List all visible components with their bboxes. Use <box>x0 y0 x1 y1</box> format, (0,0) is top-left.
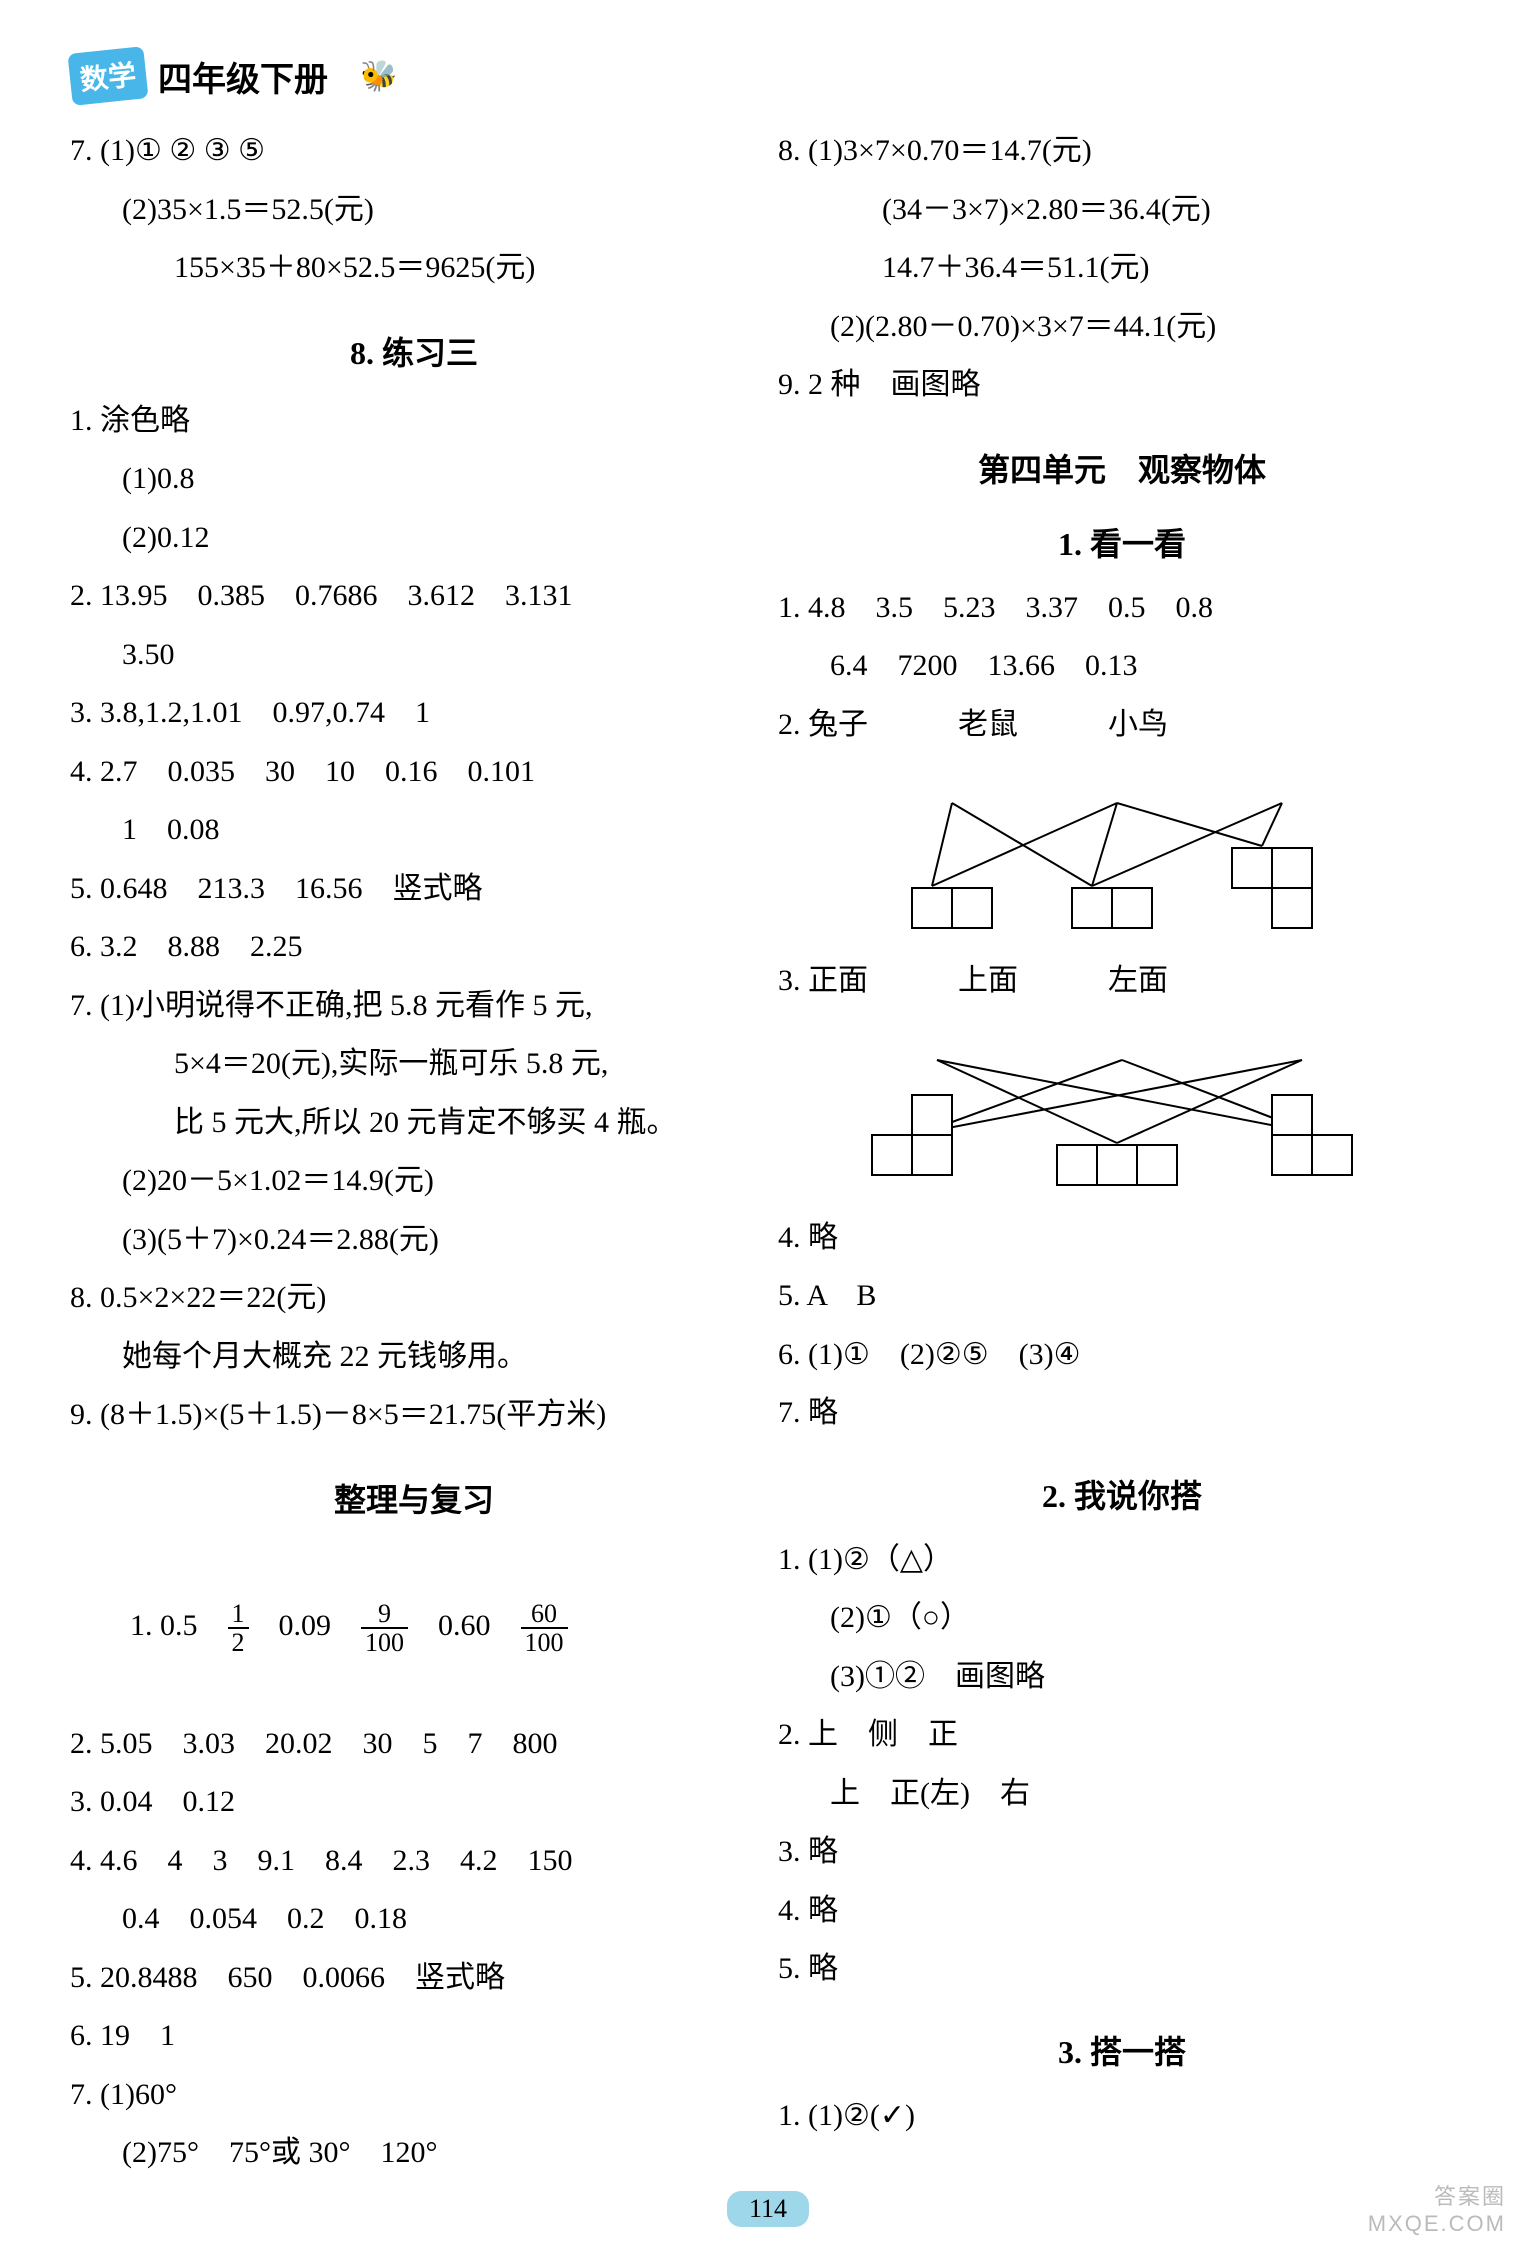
text-line: 9. (8＋1.5)×(5＋1.5)－8×5＝21.75(平方米) <box>70 1386 758 1445</box>
watermark-line: MXQE.COM <box>1368 2211 1506 2237</box>
text-line: 1. (1)②(✓) <box>778 2087 1466 2146</box>
matching-diagram-3 <box>842 1015 1402 1205</box>
page-number: 114 <box>727 2191 809 2227</box>
fraction-denominator: 100 <box>361 1629 408 1656</box>
page-header: 数学 四年级下册 🐝 <box>70 50 1466 102</box>
unit-heading: 第四单元 观察物体 <box>778 445 1466 491</box>
fraction-numerator: 9 <box>361 1600 408 1629</box>
content-columns: 7. (1)① ② ③ ⑤ (2)35×1.5＝52.5(元) 155×35＋8… <box>70 122 1466 2183</box>
fraction: 12 <box>228 1600 249 1657</box>
text-line: (3)(5＋7)×0.24＝2.88(元) <box>70 1211 758 1270</box>
text-line: 1. 4.8 3.5 5.23 3.37 0.5 0.8 <box>778 579 1466 638</box>
text-fragment: 1. 0.5 <box>130 1609 228 1642</box>
watermark-line: 答案圈 <box>1368 2184 1506 2210</box>
text-line: 9. 2 种 画图略 <box>778 356 1466 415</box>
fraction-numerator: 1 <box>228 1600 249 1629</box>
text-line: 6. (1)① (2)②⑤ (3)④ <box>778 1326 1466 1385</box>
text-line: 155×35＋80×52.5＝9625(元) <box>70 239 758 298</box>
text-line: 3. 0.04 0.12 <box>70 1773 758 1832</box>
fraction: 60100 <box>521 1600 568 1657</box>
text-line: 14.7＋36.4＝51.1(元) <box>778 239 1466 298</box>
text-line: 3.50 <box>70 626 758 685</box>
grade-label: 四年级下册 <box>158 52 328 101</box>
page-number-container: 114 <box>0 2191 1536 2227</box>
text-line: 4. 4.6 4 3 9.1 8.4 2.3 4.2 150 <box>70 1832 758 1891</box>
text-line: 1 0.08 <box>70 801 758 860</box>
fraction: 9100 <box>361 1600 408 1657</box>
text-line: 5. 20.8488 650 0.0066 竖式略 <box>70 1949 758 2008</box>
text-line: 6. 19 1 <box>70 2007 758 2066</box>
text-line: 6. 3.2 8.88 2.25 <box>70 918 758 977</box>
fraction-numerator: 60 <box>521 1600 568 1629</box>
text-line: 8. (1)3×7×0.70＝14.7(元) <box>778 122 1466 181</box>
text-line: 2. 5.05 3.03 20.02 30 5 7 800 <box>70 1715 758 1774</box>
text-line: (2)(2.80－0.70)×3×7＝44.1(元) <box>778 298 1466 357</box>
text-line: 上 正(左) 右 <box>778 1765 1466 1824</box>
text-line: 4. 略 <box>778 1882 1466 1941</box>
text-line: 2. 上 侧 正 <box>778 1706 1466 1765</box>
subject-badge: 数学 <box>67 46 148 106</box>
text-line: 2. 兔子 老鼠 小鸟 <box>778 696 1466 755</box>
right-column: 8. (1)3×7×0.70＝14.7(元) (34－3×7)×2.80＝36.… <box>778 122 1466 2183</box>
text-line: 1. 涂色略 <box>70 392 758 451</box>
text-line: 5. 0.648 213.3 16.56 竖式略 <box>70 860 758 919</box>
page: 数学 四年级下册 🐝 7. (1)① ② ③ ⑤ (2)35×1.5＝52.5(… <box>0 0 1536 2267</box>
text-line: 3. 3.8,1.2,1.01 0.97,0.74 1 <box>70 684 758 743</box>
section-heading: 1. 看一看 <box>778 519 1466 565</box>
text-line: (2)0.12 <box>70 509 758 568</box>
text-line: 7. (1)① ② ③ ⑤ <box>70 122 758 181</box>
text-line: 6.4 7200 13.66 0.13 <box>778 637 1466 696</box>
text-line: (2)①（○） <box>778 1589 1466 1648</box>
fraction-denominator: 100 <box>521 1629 568 1656</box>
text-line: 比 5 元大,所以 20 元肯定不够买 4 瓶。 <box>70 1094 758 1153</box>
section-heading: 8. 练习三 <box>70 328 758 374</box>
text-line: 1. (1)②（△） <box>778 1531 1466 1590</box>
text-line: 5. A B <box>778 1267 1466 1326</box>
text-line: 她每个月大概充 22 元钱够用。 <box>70 1328 758 1387</box>
matching-diagram-2 <box>862 758 1382 948</box>
text-line: (1)0.8 <box>70 450 758 509</box>
text-line: (34－3×7)×2.80＝36.4(元) <box>778 181 1466 240</box>
text-line: (2)20－5×1.02＝14.9(元) <box>70 1152 758 1211</box>
text-line: 7. (1)60° <box>70 2066 758 2125</box>
text-line: (2)75° 75°或 30° 120° <box>70 2124 758 2183</box>
text-line: 0.4 0.054 0.2 0.18 <box>70 1890 758 1949</box>
text-line: 3. 正面 上面 左面 <box>778 952 1466 1011</box>
text-line: 5×4＝20(元),实际一瓶可乐 5.8 元, <box>70 1035 758 1094</box>
section-heading: 2. 我说你搭 <box>778 1471 1466 1517</box>
section-heading: 3. 搭一搭 <box>778 2027 1466 2073</box>
text-line: 8. 0.5×2×22＝22(元) <box>70 1269 758 1328</box>
text-line: 7. (1)小明说得不正确,把 5.8 元看作 5 元, <box>70 977 758 1036</box>
section-heading: 整理与复习 <box>70 1475 758 1521</box>
text-fragment: 0.60 <box>408 1609 521 1642</box>
text-line: (3)①② 画图略 <box>778 1648 1466 1707</box>
text-line: 2. 13.95 0.385 0.7686 3.612 3.131 <box>70 567 758 626</box>
text-line: 7. 略 <box>778 1384 1466 1443</box>
watermark: 答案圈 MXQE.COM <box>1368 2184 1506 2237</box>
text-line: 1. 0.5 12 0.09 9100 0.60 60100 <box>70 1539 758 1715</box>
text-line: (2)35×1.5＝52.5(元) <box>70 181 758 240</box>
bee-icon: 🐝 <box>360 59 397 94</box>
left-column: 7. (1)① ② ③ ⑤ (2)35×1.5＝52.5(元) 155×35＋8… <box>70 122 758 2183</box>
text-line: 3. 略 <box>778 1823 1466 1882</box>
text-line: 4. 2.7 0.035 30 10 0.16 0.101 <box>70 743 758 802</box>
text-line: 4. 略 <box>778 1209 1466 1268</box>
text-line: 5. 略 <box>778 1940 1466 1999</box>
fraction-denominator: 2 <box>228 1629 249 1656</box>
text-fragment: 0.09 <box>249 1609 362 1642</box>
